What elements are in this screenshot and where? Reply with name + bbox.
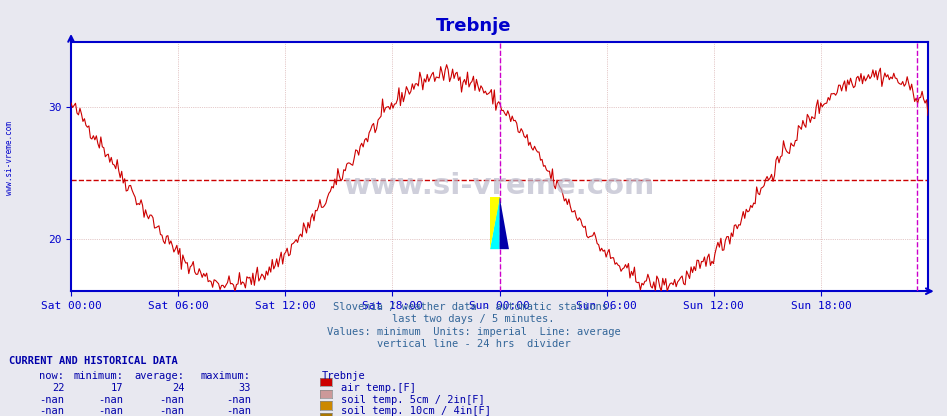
- Text: soil temp. 5cm / 2in[F]: soil temp. 5cm / 2in[F]: [341, 395, 485, 405]
- Text: www.si-vreme.com: www.si-vreme.com: [344, 172, 655, 201]
- Text: 17: 17: [111, 383, 123, 393]
- Text: 33: 33: [239, 383, 251, 393]
- Polygon shape: [491, 197, 500, 249]
- Text: -nan: -nan: [98, 395, 123, 405]
- Text: -nan: -nan: [160, 406, 185, 416]
- Text: -nan: -nan: [98, 406, 123, 416]
- Text: -nan: -nan: [40, 406, 64, 416]
- Text: average:: average:: [134, 371, 185, 381]
- Text: -nan: -nan: [226, 406, 251, 416]
- Text: Values: minimum  Units: imperial  Line: average: Values: minimum Units: imperial Line: av…: [327, 327, 620, 337]
- Text: Trebnje: Trebnje: [322, 371, 366, 381]
- Text: www.si-vreme.com: www.si-vreme.com: [5, 121, 14, 195]
- Text: CURRENT AND HISTORICAL DATA: CURRENT AND HISTORICAL DATA: [9, 356, 178, 366]
- Polygon shape: [491, 197, 500, 249]
- Polygon shape: [500, 197, 509, 249]
- Text: 22: 22: [52, 383, 64, 393]
- Text: 24: 24: [172, 383, 185, 393]
- Text: Slovenia / weather data - automatic stations.: Slovenia / weather data - automatic stat…: [333, 302, 614, 312]
- Text: last two days / 5 minutes.: last two days / 5 minutes.: [392, 314, 555, 324]
- Text: air temp.[F]: air temp.[F]: [341, 383, 416, 393]
- Text: now:: now:: [40, 371, 64, 381]
- Text: minimum:: minimum:: [73, 371, 123, 381]
- Text: maximum:: maximum:: [201, 371, 251, 381]
- Text: vertical line - 24 hrs  divider: vertical line - 24 hrs divider: [377, 339, 570, 349]
- Text: -nan: -nan: [226, 395, 251, 405]
- Text: Trebnje: Trebnje: [436, 17, 511, 35]
- Text: soil temp. 10cm / 4in[F]: soil temp. 10cm / 4in[F]: [341, 406, 491, 416]
- Text: -nan: -nan: [160, 395, 185, 405]
- Text: -nan: -nan: [40, 395, 64, 405]
